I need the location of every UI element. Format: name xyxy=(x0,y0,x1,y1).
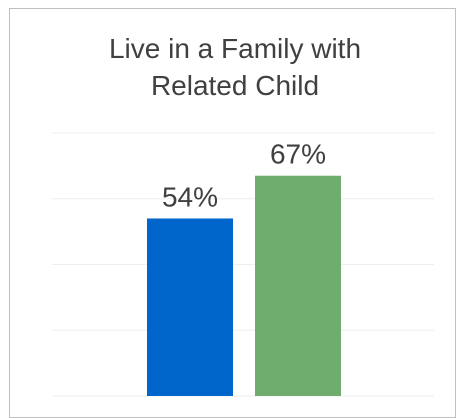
bar-1 xyxy=(147,218,233,396)
data-label-1: 54% xyxy=(162,181,218,212)
chart-title: Live in a Family with Related Child xyxy=(0,30,470,104)
chart-title-line-1: Live in a Family with xyxy=(108,33,362,64)
chart-title-line-2: Related Child xyxy=(150,70,320,101)
bar-2 xyxy=(255,175,341,396)
bars xyxy=(147,175,341,396)
gridlines xyxy=(52,132,434,397)
data-labels: 54% 67% xyxy=(162,139,326,213)
data-label-2: 67% xyxy=(270,139,326,170)
